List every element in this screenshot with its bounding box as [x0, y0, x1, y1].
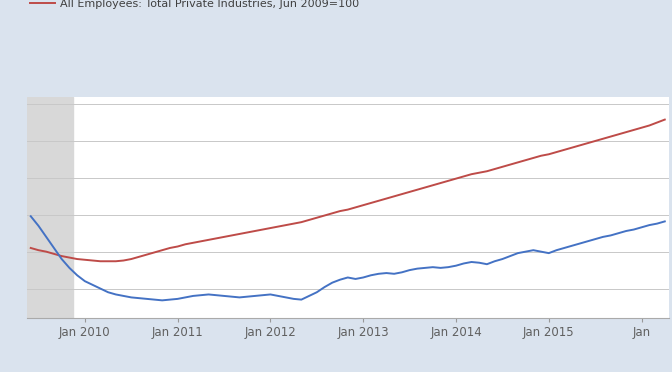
Bar — [27, 97, 73, 318]
Legend: All Employees: Total Private in Wichita, KS (MSA), Jun 2009=100, All Employees: : All Employees: Total Private in Wichita,… — [26, 0, 423, 13]
